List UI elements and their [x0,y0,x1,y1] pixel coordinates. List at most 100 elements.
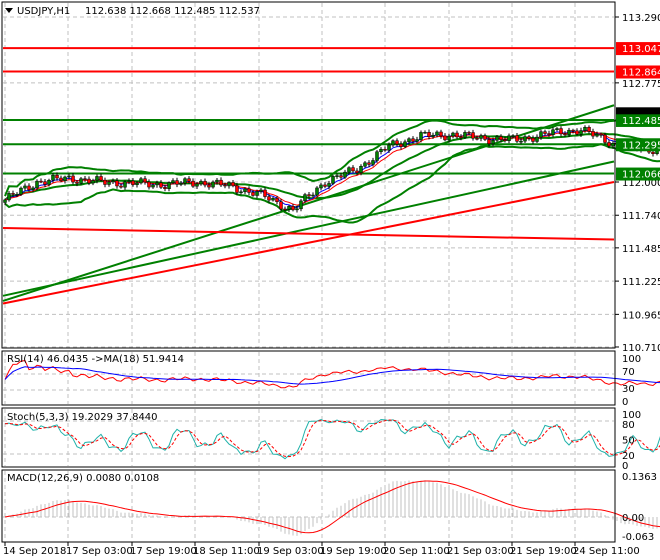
candle-body [503,139,507,142]
candle-body [375,151,379,161]
price-tick-label: 111.225 [622,277,660,288]
level-price-tag [616,42,660,56]
candle-body [207,184,211,188]
candle-body [507,135,511,142]
macd-tick-label: 0.00 [622,513,644,524]
candle-body [543,131,547,134]
time-tick-label: 19 Sep 03:00 [257,546,324,557]
level-price-tag [616,113,660,127]
stoch-tick-label: 0 [622,461,628,472]
stoch-label: Stoch(5,3,3) 19.2029 37.8440 [7,412,158,423]
grid [3,3,614,541]
candle-body [439,131,443,137]
candle-body [291,206,295,211]
candle-body [23,185,27,189]
macd-label: MACD(12,26,9) 0.0080 0.0108 [7,473,159,484]
candle-body [331,176,335,184]
candle-body [475,137,479,140]
candle-body [203,180,207,186]
candle-body [107,181,111,185]
level-price-label: 112.295 [622,140,660,151]
price-tick-label: 110.965 [622,310,660,321]
price-tick-label: 110.710 [622,343,660,354]
candle-body [571,129,575,132]
candle-body [255,191,259,196]
candle-body [295,208,299,211]
rsi-tick-label: 70 [622,367,635,378]
price-tick-label: 112.775 [622,79,660,90]
time-tick-label: 17 Sep 19:00 [130,546,197,557]
candle-body [495,136,499,141]
candle-body [151,184,155,188]
candle-body [59,177,63,181]
candle-body [123,181,127,188]
rsi-tick-label: 0 [622,397,628,408]
candle-body [147,181,151,188]
candle-body [171,180,175,183]
trend-line [2,104,615,302]
candle-body [335,175,339,177]
candle-body [459,136,463,139]
candle-body [591,131,595,137]
candle-body [235,185,239,193]
level-price-label: 113.047 [622,44,660,55]
candle-body [575,130,579,135]
price-axis: 113.290 112.775 112.000 111.740 111.485 111.2… [615,13,660,543]
candle-body [183,178,187,184]
candle-body [595,134,599,137]
candle-body [127,180,131,183]
candle-body [179,182,183,185]
candle-body [407,138,411,143]
candle-body [259,189,263,192]
time-tick-label: 18 Sep 11:00 [193,546,260,557]
candle-body [27,185,31,190]
candle-body [435,131,439,136]
candle-body [359,166,363,173]
candle-body [135,182,139,186]
candle-body [315,187,319,196]
time-tick-label: 19 Sep 19:00 [320,546,387,557]
price-tick-label: 112.000 [622,178,660,189]
candle-body [527,136,531,139]
candle-body [447,135,451,141]
candle-body [599,134,603,136]
rsi-tick-label: 30 [622,384,635,395]
candle-body [535,136,539,142]
candle-body [231,182,235,187]
candle-body [143,178,147,183]
candle-body [443,135,447,141]
level-price-label: 112.066 [622,170,660,181]
candle-body [607,142,611,147]
candle-body [471,132,475,139]
trend-line [2,160,615,297]
candle-body [395,140,399,145]
candle-body [139,178,143,184]
rsi-tick-label: 100 [622,354,641,365]
candle-body [111,180,115,183]
candle-body [539,131,543,138]
candle-body [559,128,563,135]
stoch-tick-label: 20 [622,451,635,462]
bollinger-lower [4,143,660,224]
candle-body [467,132,471,134]
candle-body [511,135,515,137]
candle-body [451,132,455,137]
candle-body [71,175,75,183]
candle-body [403,141,407,147]
candle-body [419,132,423,140]
time-tick-label: 21 Sep 19:00 [510,546,577,557]
collapse-triangle-icon[interactable] [5,8,13,13]
candle-body [195,183,199,187]
candle-body [267,196,271,201]
candle-body [55,174,59,179]
candle-body [3,199,7,203]
macd-signal-line [4,480,660,534]
candle-body [163,187,167,189]
rsi-label: RSI(14) 46.0435 ->MA(18) 51.9414 [7,354,184,365]
candle-body [319,184,323,189]
candle-body [379,149,383,152]
level-price-tag [616,138,660,152]
candle-body [175,180,179,185]
candle-body [355,170,359,173]
